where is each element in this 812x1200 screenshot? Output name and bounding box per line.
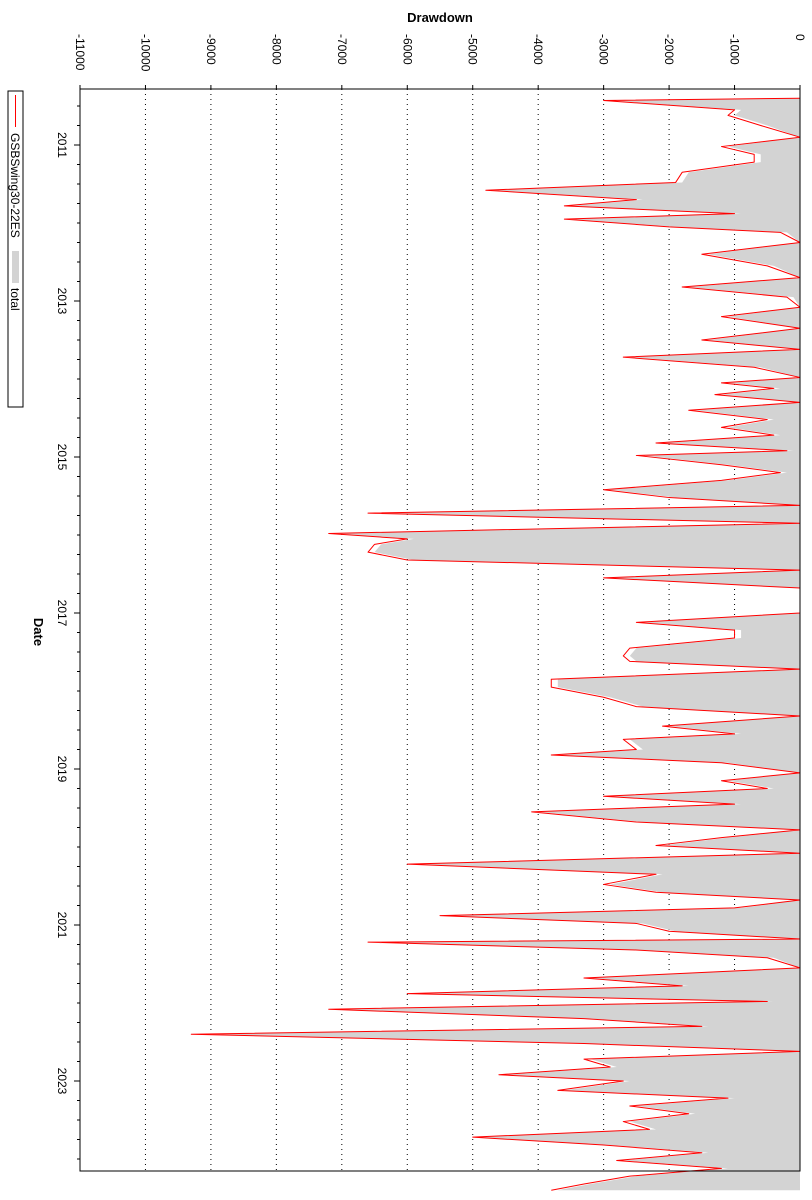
drawdown-tick-label: -5000 [466,34,480,65]
drawdown-tick-label: -1000 [728,34,742,65]
drawdown-axis: -11000 -10000 -9000 -8000 -7000 -6000 -5000 -40… [73,34,807,89]
drawdown-tick-label: -7000 [335,34,349,65]
drawdown-tick-label: -10000 [138,34,152,72]
legend: GSBSwing30-22ES total [7,90,24,408]
drawdown-tick-label: -3000 [597,34,611,65]
date-tick-label: 2017 [55,600,69,627]
drawdown-tick-label: -9000 [204,34,218,65]
date-tick-label: 2023 [55,1068,69,1095]
drawdown-tick-label: -4000 [531,34,545,65]
drawdown-tick-label: -11000 [73,34,87,71]
legend-total-swatch [12,251,19,283]
strategy-line-layer [190,97,801,1191]
date-tick-label: 2013 [55,288,69,315]
drawdown-tick-label: -2000 [662,34,676,65]
legend-strategy-label: GSBSwing30-22ES [8,133,22,238]
legend-box [7,90,24,408]
strategy-drawdown-line [190,97,801,1191]
total-drawdown-area [197,98,800,1191]
date-tick-label: 2011 [55,132,69,158]
date-tick-label: 2019 [55,756,69,783]
drawdown-axis-title: Drawdown [407,10,473,25]
legend-total-label: total [8,288,22,311]
date-tick-label: 2015 [55,444,69,471]
date-axis: 2011 2013 2015 2017 2019 2021 2023 [55,105,80,1160]
total-area-layer [197,98,800,1191]
date-axis-title: Date [31,618,46,646]
drawdown-tick-label: -6000 [400,34,414,65]
drawdown-tick-label: 0 [793,34,807,41]
date-tick-label: 2021 [55,912,69,939]
plot-border [79,88,801,1172]
drawdown-tick-label: -8000 [269,34,283,65]
